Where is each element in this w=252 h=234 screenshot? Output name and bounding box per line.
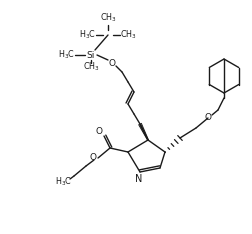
- Text: H$_3$C: H$_3$C: [55, 176, 72, 188]
- Text: CH$_3$: CH$_3$: [82, 61, 99, 73]
- Text: H$_3$C: H$_3$C: [79, 29, 96, 41]
- Text: Si: Si: [86, 51, 95, 59]
- Text: N: N: [135, 174, 142, 184]
- Text: CH$_3$: CH$_3$: [119, 29, 136, 41]
- Text: O: O: [204, 113, 211, 123]
- Text: CH$_3$: CH$_3$: [99, 12, 116, 24]
- Text: O: O: [89, 154, 96, 162]
- Text: O: O: [108, 58, 115, 67]
- Text: O: O: [95, 128, 102, 136]
- Text: H$_3$C: H$_3$C: [58, 49, 75, 61]
